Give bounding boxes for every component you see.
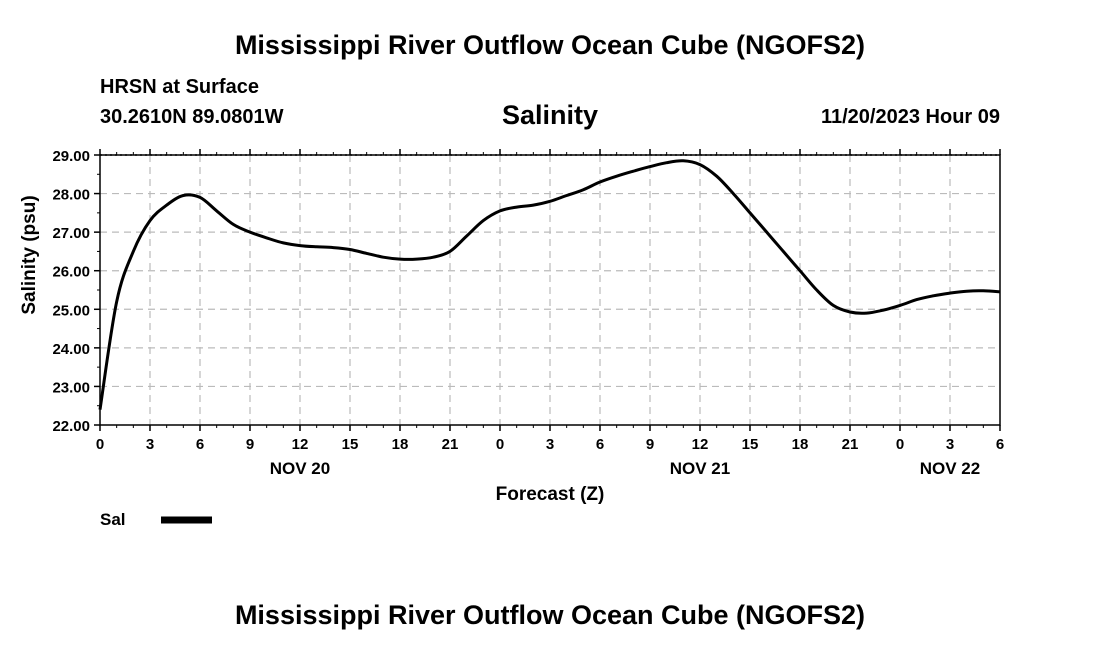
station-label: HRSN at Surface (100, 76, 259, 98)
y-tick-label: 29.00 (52, 148, 90, 165)
x-tick-label: 21 (442, 436, 459, 453)
station-coordinates: 30.2610N 89.0801W (100, 106, 284, 128)
chart-title-bottom: Mississippi River Outflow Ocean Cube (NG… (234, 600, 866, 630)
run-timestamp: 11/20/2023 Hour 09 (820, 106, 1000, 128)
x-tick-label: 12 (292, 436, 309, 453)
y-tick-label: 28.00 (52, 187, 90, 204)
series-line-sal (98, 159, 1001, 410)
x-tick-label: 15 (742, 436, 759, 453)
x-tick-label: 6 (596, 436, 604, 453)
x-tick-label: 18 (392, 436, 409, 453)
legend-label: Sal (100, 510, 126, 529)
x-tick-label: 0 (896, 436, 904, 453)
x-tick-label: 0 (96, 436, 104, 453)
chart-title-top: Mississippi River Outflow Ocean Cube (NG… (234, 30, 866, 60)
y-tick-label: 27.00 (52, 225, 90, 242)
x-tick-label: 3 (946, 436, 954, 453)
tick-layer (94, 149, 1001, 431)
grid-layer (100, 154, 1000, 425)
y-tick-label: 24.00 (52, 341, 90, 358)
label-layer: 22.00 23.00 24.00 25.00 26.00 27.00 28.00 29.00… (52, 148, 1004, 478)
y-tick-label: 26.00 (52, 264, 90, 281)
date-label: NOV 21 (670, 459, 730, 478)
x-tick-label: 3 (546, 436, 554, 453)
y-tick-label: 23.00 (52, 379, 90, 396)
series-layer (98, 159, 1001, 410)
x-tick-label: 3 (146, 436, 154, 453)
variable-title: Salinity (501, 100, 599, 130)
x-tick-label: 6 (996, 436, 1004, 453)
y-tick-label: 22.00 (52, 418, 90, 435)
date-label: NOV 20 (270, 459, 330, 478)
x-tick-label: 9 (646, 436, 654, 453)
date-label: NOV 22 (920, 459, 980, 478)
x-tick-label: 15 (342, 436, 359, 453)
y-axis-label: Salinity (psu) (19, 195, 40, 314)
x-tick-label: 21 (842, 436, 859, 453)
x-tick-label: 18 (792, 436, 809, 453)
x-tick-label: 6 (196, 436, 204, 453)
x-tick-label: 9 (246, 436, 254, 453)
x-axis-label: Forecast (Z) (496, 484, 605, 505)
y-tick-label: 25.00 (52, 302, 90, 319)
x-tick-label: 12 (692, 436, 709, 453)
x-tick-label: 0 (496, 436, 504, 453)
